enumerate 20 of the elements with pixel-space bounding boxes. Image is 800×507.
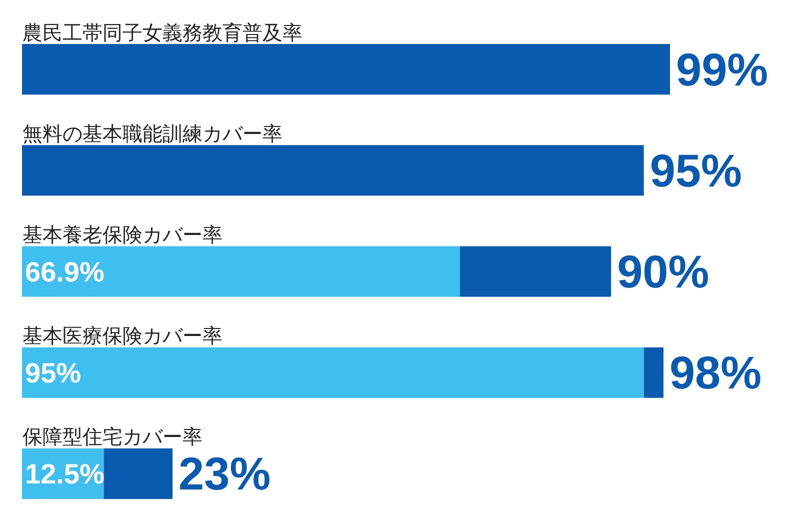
total-label: 99% (676, 43, 768, 96)
bar (104, 448, 173, 499)
total-label: 90% (617, 246, 710, 298)
bar (22, 44, 670, 95)
data-label: 12.5% (25, 458, 104, 490)
data-label: 95% (25, 358, 82, 389)
total-label: 98% (669, 346, 762, 399)
y-tick-label: 農民工帯同子女義務教育普及率 (22, 20, 302, 44)
total-label: 95% (650, 144, 742, 196)
total-label: 23% (178, 448, 271, 500)
bar (22, 246, 460, 297)
y-tick-label: 基本医療保険カバー率 (22, 324, 222, 348)
bar (22, 145, 644, 196)
y-tick-label: 基本養老保険カバー率 (22, 222, 222, 246)
data-label: 66.9% (25, 256, 104, 288)
bar (460, 246, 612, 297)
y-tick-label: 無料の基本職能訓練カバー率 (22, 121, 282, 146)
y-tick-label: 保障型住宅カバー率 (22, 424, 202, 449)
bar (22, 347, 644, 398)
bar (644, 347, 664, 398)
